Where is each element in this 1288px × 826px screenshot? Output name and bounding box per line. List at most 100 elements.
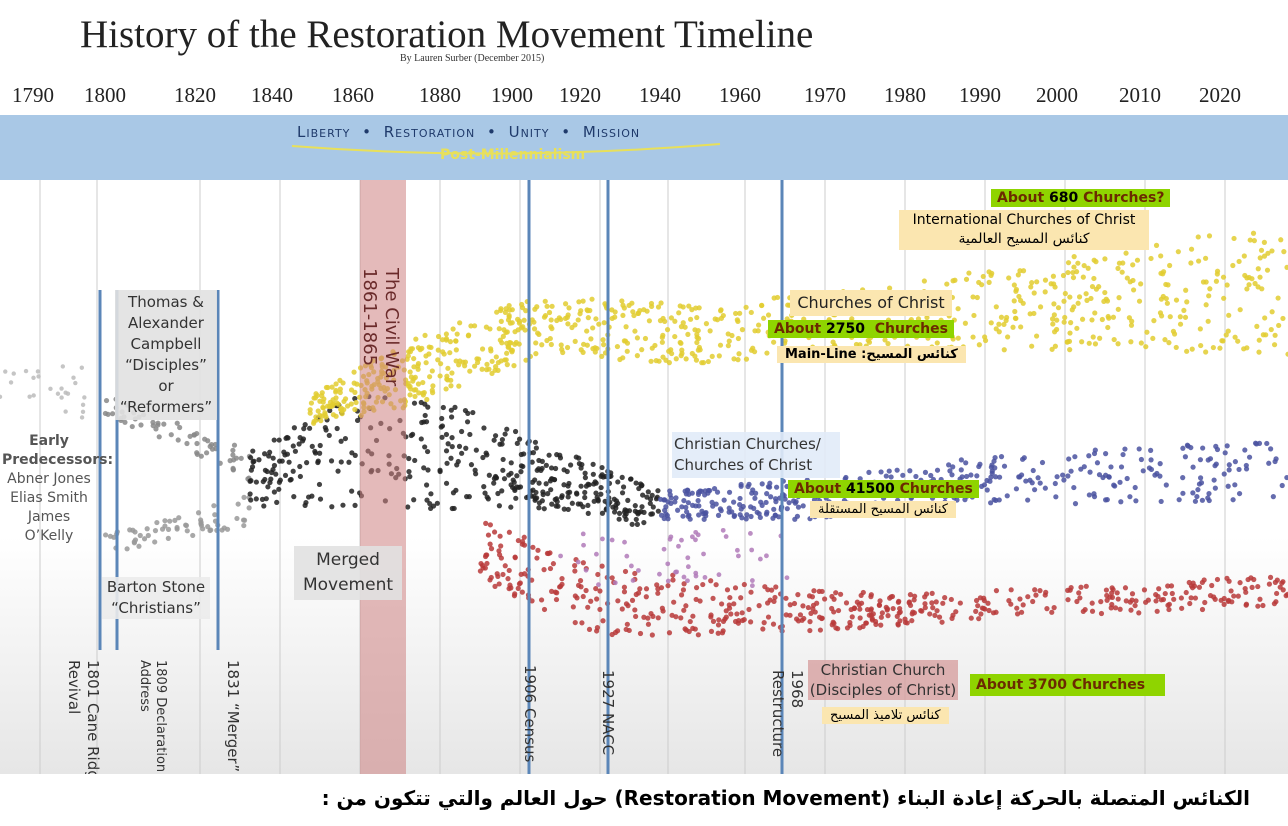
member-dot [1016, 293, 1022, 300]
member-dot [1244, 345, 1250, 351]
member-dot [441, 351, 447, 357]
member-dot [588, 336, 594, 342]
member-dot [1251, 238, 1257, 244]
member-dot [551, 476, 558, 483]
member-dot [318, 418, 324, 424]
member-dot [477, 568, 483, 574]
member-dot [940, 600, 946, 606]
member-dot [79, 415, 85, 420]
member-dot [453, 347, 459, 353]
member-dot [1231, 593, 1237, 599]
member-dot [1081, 262, 1087, 269]
member-dot [1123, 598, 1129, 604]
member-dot [514, 473, 520, 479]
member-dot [1247, 237, 1253, 243]
member-dot [429, 368, 435, 374]
member-dot [317, 450, 323, 456]
member-dot [543, 481, 549, 487]
member-dot [963, 473, 970, 480]
member-dot [678, 615, 684, 621]
member-dot [31, 375, 36, 380]
member-dot [597, 606, 603, 613]
member-dot [172, 517, 178, 523]
member-dot [1228, 588, 1234, 594]
member-dot [986, 279, 992, 285]
member-dot [866, 469, 872, 475]
member-dot [1051, 301, 1057, 307]
member-dot [1154, 470, 1160, 477]
member-dot [1118, 499, 1124, 505]
member-dot [489, 358, 495, 364]
member-dot [1097, 335, 1103, 341]
member-dot [791, 600, 798, 607]
member-dot [545, 550, 552, 557]
member-dot [1012, 308, 1018, 315]
member-dot [335, 401, 341, 407]
member-dot [1087, 469, 1093, 475]
member-dot [465, 332, 472, 338]
member-dot [658, 585, 665, 591]
member-dot [619, 474, 625, 480]
member-dot [439, 434, 445, 440]
member-dot [1213, 278, 1220, 284]
member-dot [624, 348, 630, 354]
member-dot [1074, 325, 1080, 331]
member-dot [619, 606, 625, 612]
member-dot [1015, 272, 1021, 278]
member-dot [682, 626, 688, 632]
member-dot [1061, 319, 1067, 325]
member-dot [484, 361, 490, 367]
member-dot [1275, 295, 1281, 301]
member-dot [419, 419, 425, 426]
member-dot [944, 281, 950, 287]
member-dot [800, 603, 806, 609]
member-dot [449, 435, 455, 441]
member-dot [689, 534, 695, 540]
member-dot [561, 506, 567, 512]
member-dot [1018, 324, 1024, 330]
member-dot [333, 413, 339, 419]
member-dot [634, 521, 640, 527]
member-dot [1065, 587, 1071, 593]
member-dot [1078, 466, 1084, 472]
member-dot [929, 590, 935, 596]
member-dot [1200, 445, 1206, 451]
member-dot [1241, 253, 1247, 259]
member-dot [1187, 600, 1193, 607]
member-dot [934, 467, 941, 473]
member-dot [329, 504, 335, 510]
member-dot [1199, 606, 1206, 613]
member-dot [322, 424, 328, 431]
member-dot [248, 467, 254, 473]
member-dot [795, 592, 801, 598]
member-dot [585, 315, 591, 321]
member-dot [622, 539, 627, 545]
member-dot [870, 611, 876, 617]
member-dot [291, 493, 297, 500]
member-dot [1034, 279, 1040, 285]
member-dot [623, 626, 629, 633]
member-dot [1279, 580, 1285, 586]
member-dot [420, 390, 426, 396]
member-dot [1171, 596, 1177, 602]
member-dot [590, 325, 596, 331]
member-dot [270, 455, 276, 461]
member-dot [486, 472, 492, 478]
member-dot [702, 492, 708, 498]
member-dot [1128, 339, 1134, 345]
member-dot [710, 618, 717, 624]
member-dot [1031, 487, 1038, 493]
member-dot [736, 351, 742, 357]
member-dot [569, 324, 575, 331]
member-dot [503, 357, 509, 363]
year-label: 1960 [719, 83, 761, 107]
member-dot [694, 339, 700, 346]
member-dot [693, 585, 700, 591]
member-dot [724, 587, 731, 593]
member-dot [1188, 260, 1194, 266]
member-dot [1157, 461, 1163, 467]
member-dot [844, 625, 851, 631]
member-dot [678, 592, 685, 598]
cc-arabic: كنائس المسيح المستقلة [810, 501, 956, 518]
member-dot [585, 604, 591, 610]
